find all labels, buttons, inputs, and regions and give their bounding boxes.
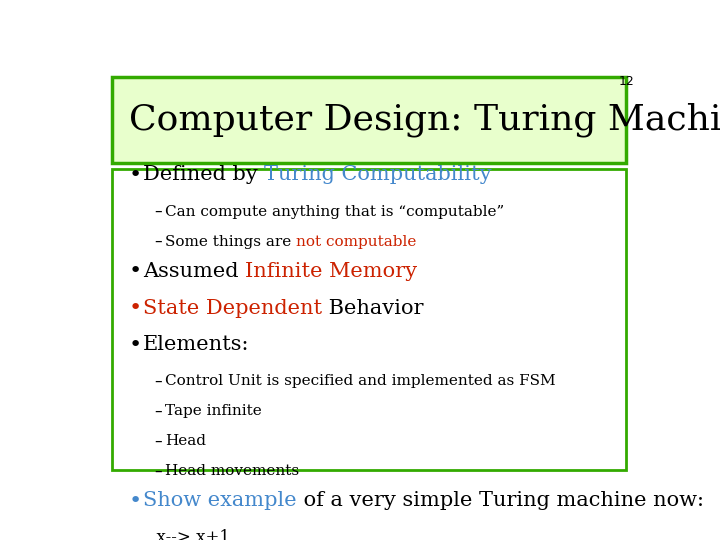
Text: Tape infinite: Tape infinite xyxy=(166,404,262,418)
Text: Assumed: Assumed xyxy=(143,262,245,281)
Text: Show example: Show example xyxy=(143,491,297,510)
Text: •: • xyxy=(129,298,143,318)
FancyBboxPatch shape xyxy=(112,168,626,470)
Text: –: – xyxy=(154,204,162,219)
Text: –: – xyxy=(154,434,162,449)
Text: Behavior: Behavior xyxy=(322,299,423,318)
Text: of a very simple Turing machine now:: of a very simple Turing machine now: xyxy=(297,491,703,510)
Text: Some things are: Some things are xyxy=(166,234,297,248)
Text: •: • xyxy=(129,335,143,355)
Text: Head movements: Head movements xyxy=(166,464,300,478)
Text: –: – xyxy=(154,463,162,478)
Text: –: – xyxy=(154,404,162,418)
Text: •: • xyxy=(129,165,143,185)
Text: Can compute anything that is “computable”: Can compute anything that is “computable… xyxy=(166,205,505,219)
Text: Head: Head xyxy=(166,434,207,448)
Text: not computable: not computable xyxy=(297,234,417,248)
Text: Infinite Memory: Infinite Memory xyxy=(245,262,418,281)
FancyBboxPatch shape xyxy=(112,77,626,163)
Text: •: • xyxy=(129,491,143,511)
Text: 12: 12 xyxy=(618,75,634,88)
Text: –: – xyxy=(154,234,162,249)
Text: –: – xyxy=(154,374,162,389)
Text: •: • xyxy=(129,261,143,281)
Text: Turing Computability: Turing Computability xyxy=(264,165,492,185)
Text: Computer Design: Turing Machines: Computer Design: Turing Machines xyxy=(129,103,720,137)
Text: Control Unit is specified and implemented as FSM: Control Unit is specified and implemente… xyxy=(166,374,556,388)
Text: Defined by: Defined by xyxy=(143,165,264,185)
Text: x--> x+1: x--> x+1 xyxy=(145,529,230,540)
Text: Elements:: Elements: xyxy=(143,335,250,354)
Text: State Dependent: State Dependent xyxy=(143,299,322,318)
